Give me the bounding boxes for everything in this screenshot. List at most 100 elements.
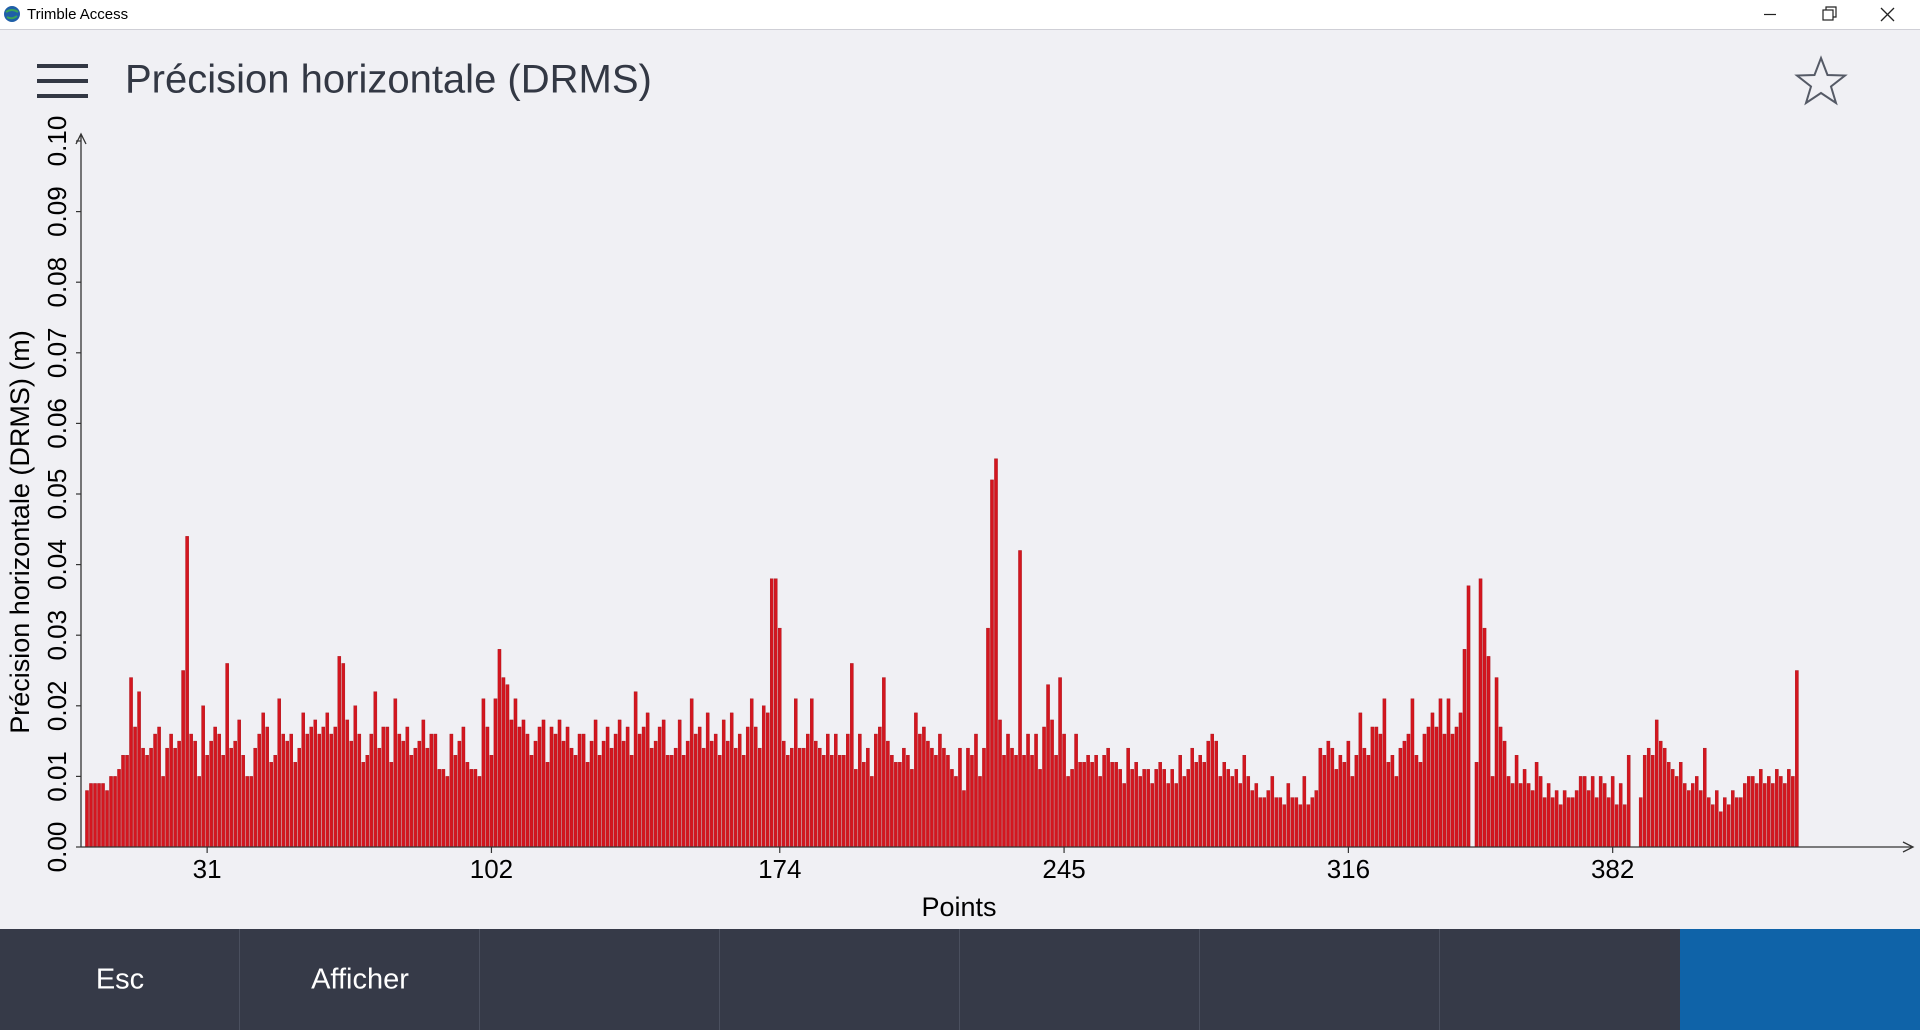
bar — [1326, 740, 1331, 848]
softkey — [720, 929, 959, 1030]
bar — [181, 670, 185, 848]
bar — [1538, 776, 1543, 848]
bar — [1218, 776, 1223, 848]
bar — [337, 656, 342, 848]
bar — [922, 726, 926, 848]
bar — [721, 719, 726, 848]
bar — [593, 719, 598, 848]
bar — [377, 747, 382, 848]
bar — [1642, 755, 1647, 848]
bar — [1530, 790, 1535, 848]
bar — [1458, 712, 1463, 848]
bar — [1238, 783, 1243, 848]
bar — [665, 755, 670, 848]
bar — [1306, 804, 1311, 848]
bar — [109, 776, 113, 848]
bar — [85, 790, 89, 848]
bar — [529, 755, 534, 848]
bar — [1294, 797, 1299, 848]
favorite-button[interactable] — [1794, 55, 1848, 106]
bar — [1334, 769, 1339, 848]
bar — [381, 726, 386, 848]
bar — [1130, 769, 1134, 848]
bar — [978, 776, 982, 848]
bar — [573, 755, 578, 848]
bar — [1618, 783, 1623, 848]
restore-icon-back — [1825, 6, 1837, 18]
bar — [717, 755, 722, 848]
bar — [369, 733, 374, 848]
bar — [982, 747, 986, 848]
bar — [737, 733, 742, 848]
bar — [353, 705, 358, 848]
bar — [509, 719, 514, 848]
bar — [962, 790, 966, 848]
menu-button[interactable] — [37, 64, 88, 98]
bar — [1102, 755, 1106, 848]
bar — [1546, 783, 1551, 848]
bar — [958, 747, 962, 848]
bar — [777, 627, 782, 848]
y-tick-label: 0.03 — [42, 610, 72, 661]
bar — [629, 755, 634, 848]
bar — [1699, 790, 1703, 848]
bar — [886, 740, 890, 848]
bar — [321, 726, 326, 848]
bar — [761, 705, 766, 848]
bar — [673, 747, 678, 848]
bar — [161, 776, 165, 848]
bar — [265, 726, 269, 848]
bar — [1310, 797, 1315, 848]
bar — [413, 747, 418, 848]
restore-button[interactable] — [1822, 6, 1837, 21]
softkey — [480, 929, 719, 1030]
bar — [1266, 790, 1271, 848]
bar — [914, 712, 918, 848]
bar — [1414, 755, 1419, 848]
bar — [1598, 776, 1603, 848]
bar — [1590, 776, 1595, 848]
bar — [1146, 769, 1150, 848]
bar — [329, 733, 334, 848]
bar — [1518, 783, 1523, 848]
softkey-primary — [1680, 929, 1920, 1030]
bar — [681, 755, 686, 848]
bar — [894, 762, 898, 848]
bar — [297, 747, 301, 848]
bar — [1222, 762, 1227, 848]
bar — [1358, 712, 1363, 848]
bar — [293, 762, 297, 848]
close-button[interactable] — [1880, 7, 1895, 22]
bar — [1690, 783, 1695, 848]
bar — [241, 755, 245, 848]
softkey[interactable]: Afficher — [240, 929, 479, 1030]
bar — [153, 733, 157, 848]
bar — [1450, 733, 1455, 848]
bar — [934, 755, 938, 848]
y-tick-label: 0.00 — [42, 822, 72, 873]
bar — [1418, 762, 1423, 848]
bar — [1038, 769, 1042, 848]
bar — [1707, 797, 1711, 848]
bar — [437, 769, 442, 848]
bar — [1166, 783, 1170, 848]
bar — [782, 740, 786, 848]
bar — [513, 698, 518, 848]
bar — [1422, 733, 1427, 848]
bar — [1606, 797, 1611, 848]
bar — [625, 726, 630, 848]
softkey[interactable]: Esc — [0, 929, 239, 1030]
bar — [878, 726, 882, 848]
bar — [549, 726, 554, 848]
bar — [1466, 585, 1471, 848]
bar — [473, 769, 478, 848]
bar — [409, 755, 414, 848]
bar — [1747, 776, 1751, 848]
bar — [1594, 797, 1599, 848]
bar — [317, 733, 322, 848]
bar — [301, 712, 306, 848]
bar — [1650, 755, 1655, 848]
bar — [545, 762, 550, 848]
bar — [617, 719, 622, 848]
